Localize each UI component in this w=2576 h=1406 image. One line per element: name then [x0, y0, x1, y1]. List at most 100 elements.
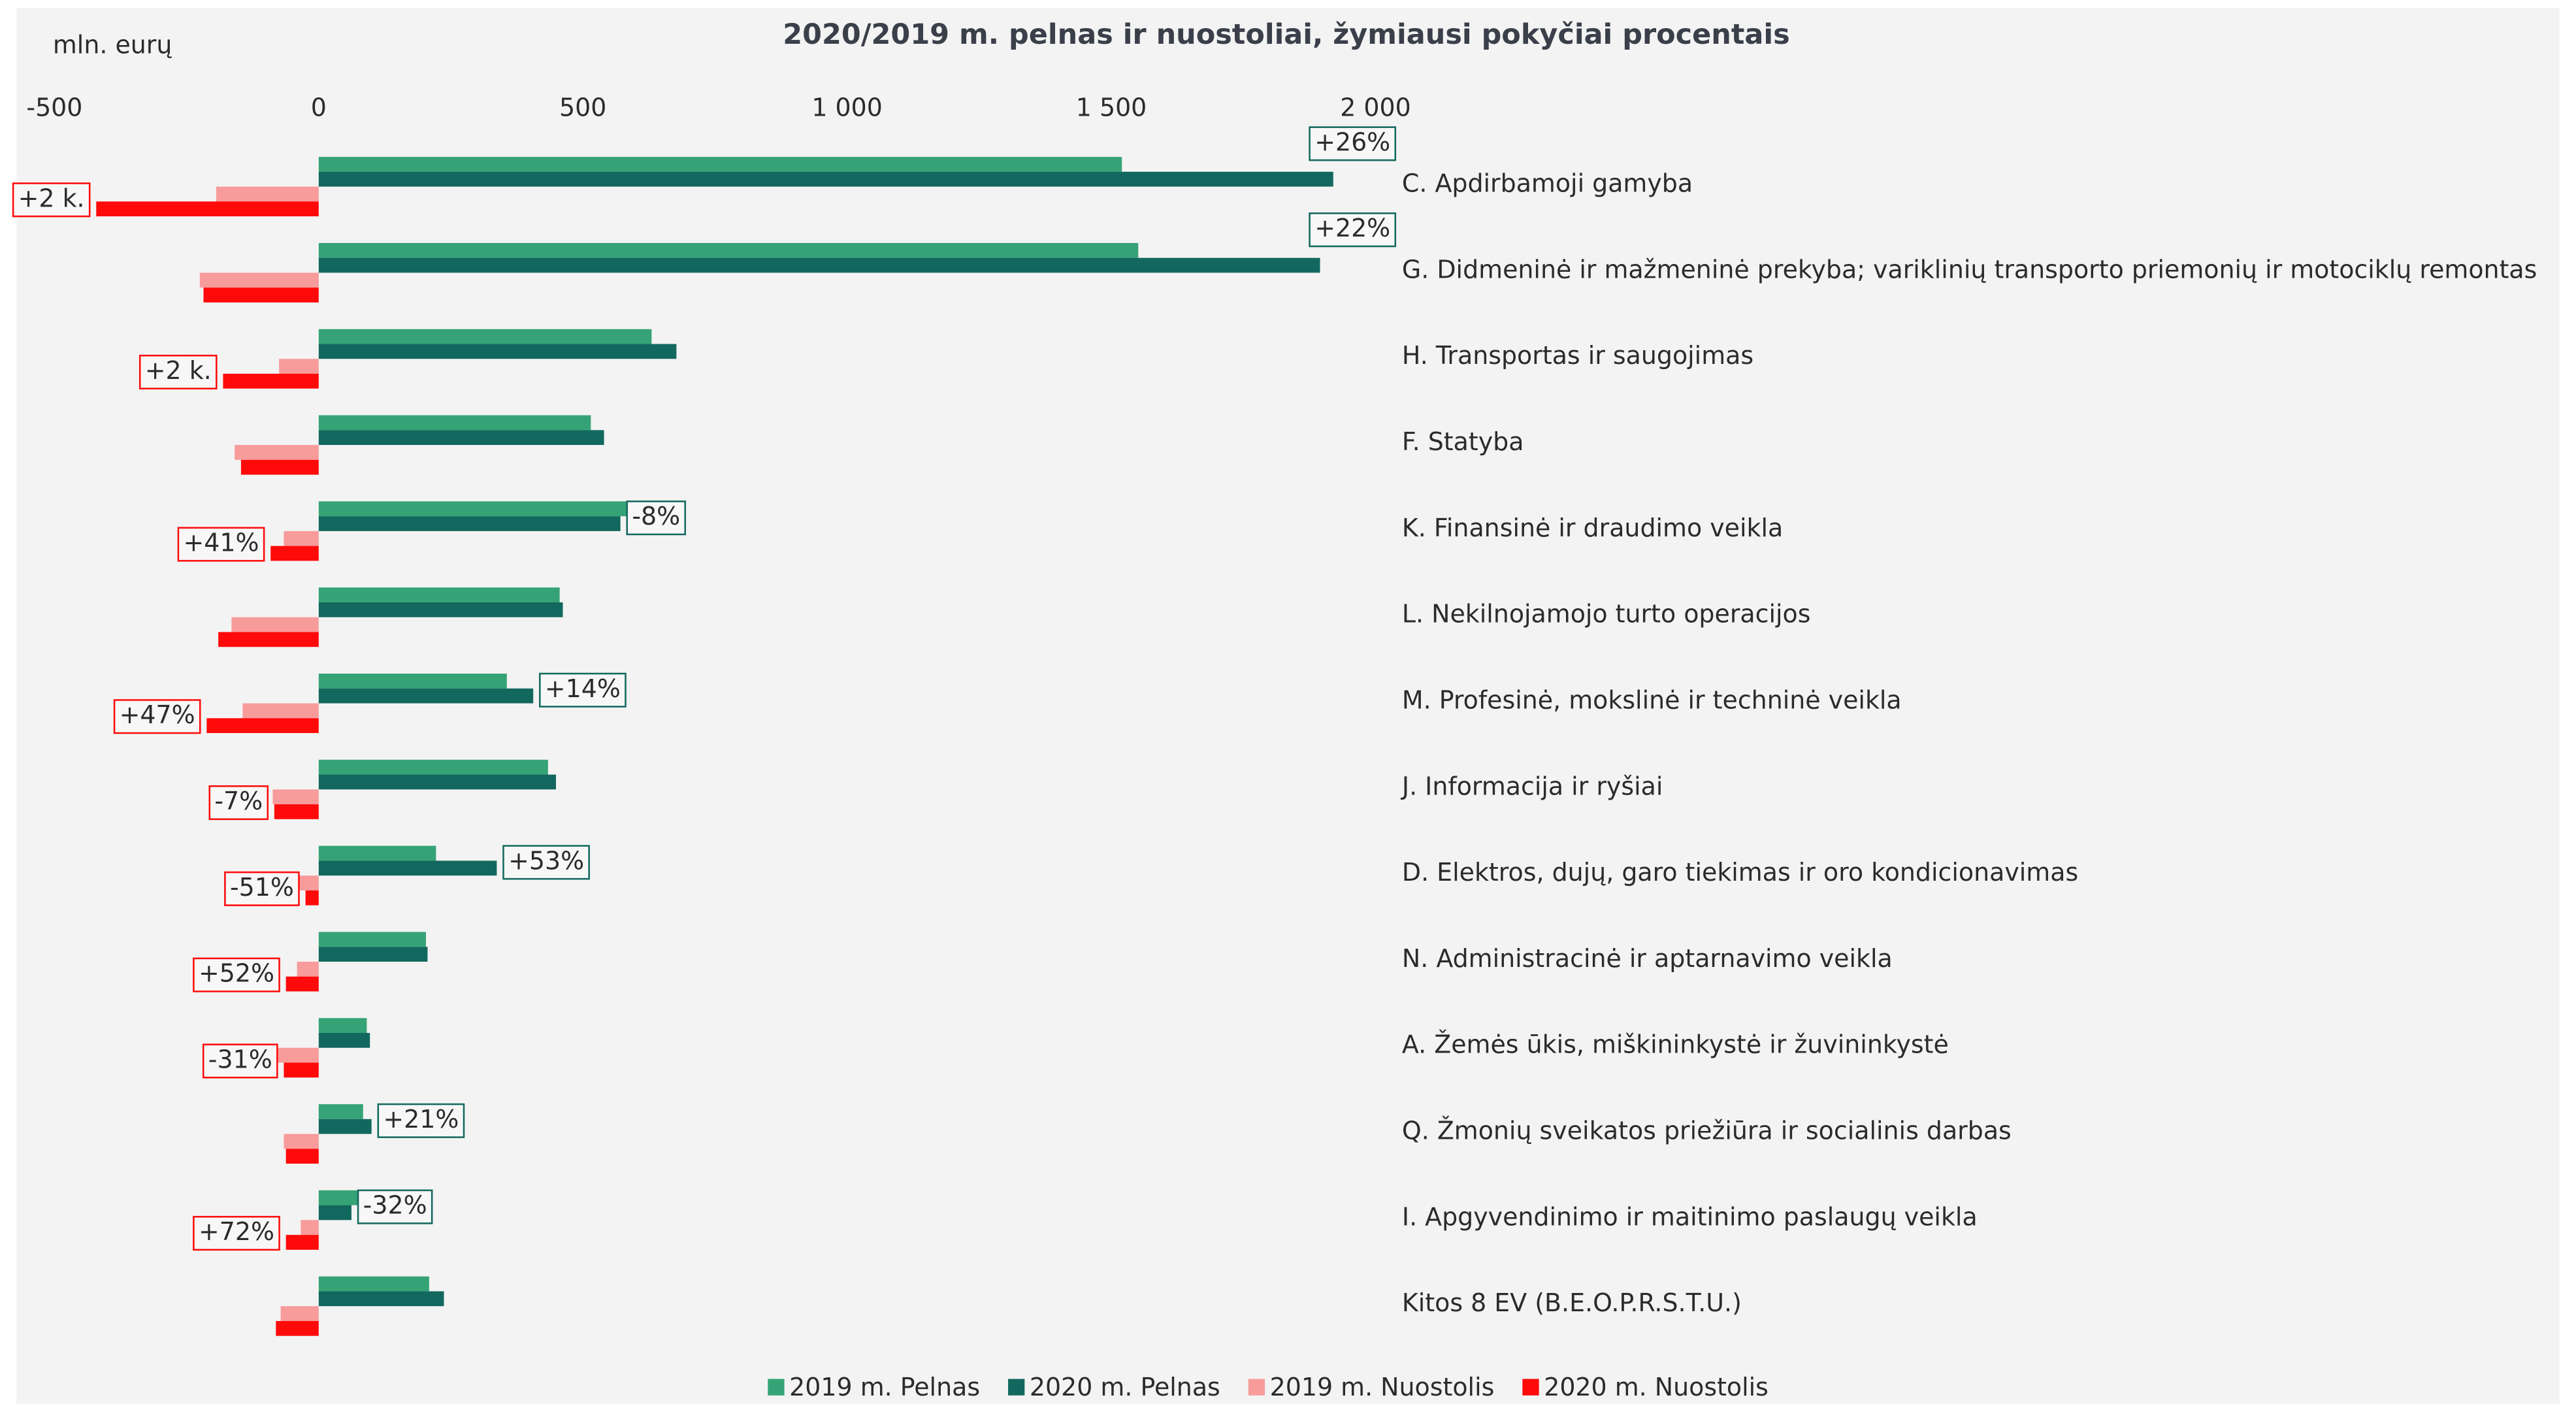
bar [267, 1047, 319, 1063]
legend-label: 2019 m. Pelnas [789, 1373, 980, 1401]
bar [318, 860, 497, 876]
bar [297, 961, 319, 977]
bar [223, 374, 319, 389]
bar [216, 186, 319, 202]
badge-box [113, 699, 201, 734]
value-label-badge: -31% [202, 1043, 278, 1079]
badge-box [193, 1216, 280, 1251]
value-label: -32% [363, 1191, 427, 1220]
category-label: K. Finansinė ir draudimo veikla [1402, 514, 1783, 542]
value-label: +22% [1314, 214, 1390, 242]
category-label: C. Apdirbamoji gamyba [1402, 169, 1693, 198]
x-tick-label: 2 000 [1340, 93, 1411, 122]
bar [318, 688, 534, 704]
value-label: -51% [230, 873, 294, 902]
bar [274, 804, 319, 819]
bar [318, 344, 677, 359]
badge-box [626, 500, 687, 536]
badge-box [1309, 212, 1397, 248]
value-label: -7% [214, 787, 263, 815]
category-label: A. Žemės ūkis, miškininkystė ir žuvinink… [1402, 1030, 1949, 1059]
value-label: +41% [184, 529, 259, 557]
bar [318, 759, 548, 775]
legend-label: 2020 m. Nuostolis [1544, 1373, 1769, 1401]
bar [318, 1018, 367, 1034]
badge-box [539, 672, 627, 708]
bar [218, 632, 319, 647]
bar [318, 602, 563, 617]
badge-box [208, 785, 269, 821]
bar [285, 1235, 319, 1250]
bar [279, 359, 319, 374]
bar [280, 1306, 319, 1321]
bar [318, 845, 436, 861]
category-label: Kitos 8 EV (B.E.O.P.R.S.T.U.) [1402, 1288, 1742, 1317]
legend-label: 2019 m. Nuostolis [1270, 1373, 1495, 1401]
bar [285, 1149, 319, 1164]
bar [318, 587, 560, 602]
bar [318, 947, 428, 962]
badge-box [12, 182, 91, 218]
bar [203, 287, 319, 302]
value-label-badge: +72% [193, 1216, 280, 1251]
bar [318, 157, 1122, 172]
value-label-badge: -8% [626, 500, 687, 536]
legend-swatch [1008, 1379, 1025, 1396]
value-label-badge: +26% [1309, 126, 1397, 161]
bar [318, 171, 1333, 187]
category-label: J. Informacija ir ryšiai [1401, 772, 1663, 800]
category-label: M. Profesinė, mokslinė ir techninė veikl… [1402, 685, 1902, 714]
badge-box [377, 1103, 465, 1138]
x-tick-label: 0 [311, 93, 327, 122]
category-label: D. Elektros, dujų, garo tiekimas ir oro … [1402, 858, 2078, 887]
value-label: +52% [199, 959, 274, 988]
value-label-badge: -32% [357, 1189, 433, 1224]
bar [305, 890, 319, 906]
badge-box [1309, 126, 1397, 161]
value-label-badge: +47% [113, 699, 201, 734]
badge-box [357, 1189, 433, 1224]
value-label-badge: -51% [224, 871, 300, 906]
category-label: Q. Žmonių sveikatos priežiūra ir sociali… [1402, 1117, 2012, 1145]
badge-box [193, 957, 280, 992]
value-label-badge: +2 k. [12, 182, 91, 218]
category-label: L. Nekilnojamojo turto operacijos [1402, 600, 1811, 629]
badge-box [502, 845, 590, 880]
plot-background [16, 8, 2560, 1404]
category-label: H. Transportas ir saugojimas [1402, 341, 1753, 370]
bar [318, 1119, 372, 1134]
bar [284, 531, 319, 546]
category-label: N. Administracinė ir aptarnavimo veikla [1402, 944, 1893, 973]
bar [318, 516, 621, 531]
category-label: G. Didmeninė ir mažmeninė prekyba; varik… [1402, 255, 2537, 284]
legend-swatch [1248, 1379, 1265, 1396]
value-label: +72% [199, 1217, 274, 1246]
axis-label: mln. eurų [53, 30, 172, 59]
bar [318, 1033, 370, 1048]
badge-box [202, 1043, 278, 1079]
value-label-badge: +21% [377, 1103, 465, 1138]
bar [318, 1276, 429, 1292]
legend-swatch [1522, 1379, 1539, 1396]
bar [318, 257, 1320, 273]
bar [199, 272, 319, 288]
badge-box [224, 871, 300, 906]
bar [240, 459, 319, 475]
value-label-badge: +14% [539, 672, 627, 708]
value-label-badge: +22% [1309, 212, 1397, 248]
x-tick-label: 1 500 [1076, 93, 1147, 122]
value-label-badge: +41% [177, 527, 265, 562]
bar [318, 1291, 444, 1307]
value-label: -8% [632, 502, 680, 531]
bar [284, 1134, 319, 1149]
value-label-badge: +53% [502, 845, 590, 880]
value-label: +53% [508, 846, 584, 875]
badge-box [139, 354, 218, 390]
value-label-badge: -7% [208, 785, 269, 821]
x-tick-label: 500 [559, 93, 606, 122]
bar [318, 674, 507, 689]
value-label: +2 k. [145, 356, 212, 385]
bar [318, 774, 556, 790]
value-label: +47% [120, 700, 195, 729]
